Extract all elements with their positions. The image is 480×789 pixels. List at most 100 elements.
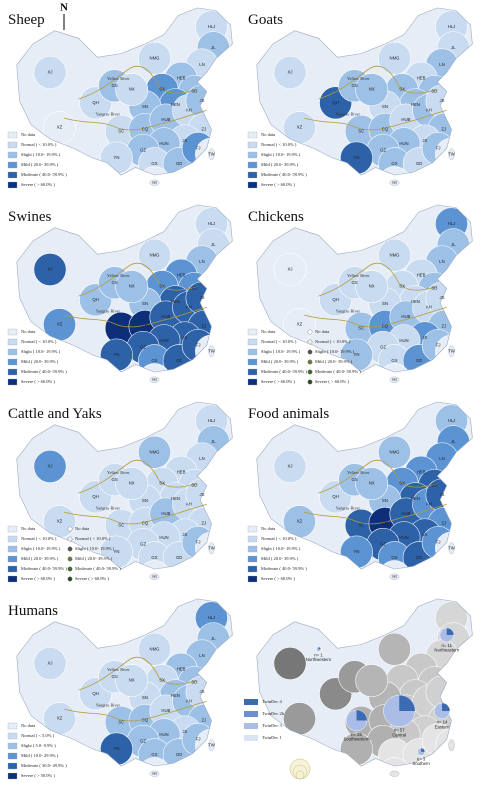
province xyxy=(378,435,411,469)
province xyxy=(355,270,389,304)
legend: No data Normal ( < 10.0% ) Slight ( 10.0- … xyxy=(7,328,67,386)
legend-swatch xyxy=(7,565,18,573)
country-border xyxy=(256,598,473,767)
legend-dot xyxy=(67,566,73,572)
province-label: JS xyxy=(440,492,445,497)
legend-dot xyxy=(307,329,313,335)
legend-label: No data xyxy=(21,132,35,137)
province-label: HUB xyxy=(161,117,170,122)
province xyxy=(33,450,67,483)
province-label: YN xyxy=(114,746,120,751)
province xyxy=(33,56,67,89)
river-label: Yellow River xyxy=(107,470,130,475)
hainan xyxy=(389,770,400,777)
panel-title: Goats xyxy=(248,12,283,28)
province-label: SD xyxy=(191,286,197,291)
legend-label: Normal ( < 10.0% ) xyxy=(315,339,351,344)
legend-label: Mild ( 20.0- 39.9% ) xyxy=(261,556,299,561)
legend: No data Normal ( < 10.0% ) Slight ( 10.0- … xyxy=(247,525,307,583)
province-label: GZ xyxy=(140,345,146,350)
legend-swatch xyxy=(247,171,258,179)
legend-label: Severe ( > 60.0% ) xyxy=(21,576,55,581)
province-label: HLJ xyxy=(448,24,456,29)
legend-swatch xyxy=(7,338,18,346)
province xyxy=(138,632,171,666)
hainan xyxy=(149,770,160,777)
genotype-region: Southwestern xyxy=(343,737,370,742)
province-label: ZJ xyxy=(202,718,207,723)
legend-swatch xyxy=(247,358,258,366)
legend-dot xyxy=(307,349,313,355)
legend-label: No data xyxy=(261,132,275,137)
provinces xyxy=(273,10,470,176)
province-label: HEN xyxy=(411,299,420,304)
province-label: JX xyxy=(422,138,427,143)
genotype-n: n= 25 xyxy=(351,732,362,737)
province-label: NMG xyxy=(150,55,160,60)
legend-label: Moderate ( 40.0- 59.9% ) xyxy=(75,566,121,571)
map-panel: Yellow River Yangtze River XJ XZ QH GS NMG HLJ J… xyxy=(247,204,473,386)
province-label: JX xyxy=(422,335,427,340)
river-label: Yellow River xyxy=(107,273,130,278)
province xyxy=(33,647,67,680)
legend-dot xyxy=(67,526,73,532)
province-label: HUN xyxy=(399,141,408,146)
map: Yellow River Yangtze River XJ XZ QH GS NMG HLJ J… xyxy=(16,598,233,777)
hainan xyxy=(149,376,160,383)
taiwan xyxy=(208,345,215,358)
province-label: GS xyxy=(352,83,358,88)
genotype-pie-slice xyxy=(442,703,450,711)
genotype-n: n= 14 xyxy=(437,720,448,725)
province-label: LN xyxy=(439,62,444,67)
province xyxy=(33,253,67,286)
yangtze-river xyxy=(304,307,447,328)
legend-label: No data xyxy=(75,526,89,531)
province-label: NX xyxy=(129,284,135,289)
province-label: GZ xyxy=(140,148,146,153)
province xyxy=(378,238,411,272)
province-label: HEN xyxy=(171,102,180,107)
legend-swatch xyxy=(7,752,18,760)
taiwan xyxy=(208,739,215,752)
legend-swatch xyxy=(247,348,258,356)
map: Yellow River Yangtze River XJ XZ QH GS NMG HLJ J… xyxy=(16,7,233,186)
panel-title: Sheep xyxy=(8,12,45,28)
yangtze-river xyxy=(304,504,447,525)
province-label: NMG xyxy=(390,252,400,257)
legend-swatch xyxy=(7,525,18,533)
genotype-region: Eastern xyxy=(435,724,450,729)
province-label: FJ xyxy=(196,343,201,348)
legend-swatch xyxy=(244,699,258,705)
country-border xyxy=(256,204,473,373)
province-label: AH xyxy=(426,108,432,113)
legend-label: No data xyxy=(261,329,275,334)
legend-swatch xyxy=(244,723,258,729)
province-label: JS xyxy=(200,492,205,497)
yangtze-river xyxy=(64,307,207,328)
hainan xyxy=(149,179,160,186)
map: Yellow River Yangtze River XJ XZ QH GS NMG HLJ J… xyxy=(256,401,473,580)
province-label: YN xyxy=(114,549,120,554)
province-label: SN xyxy=(142,104,148,109)
province-label: FJ xyxy=(436,540,441,545)
map: Yellow River Yangtze River XJ XZ QH GS NMG HLJ J… xyxy=(256,7,473,186)
river-label: Yellow River xyxy=(347,273,370,278)
legend-label: Slight ( 10.0- 19.9% ) xyxy=(261,546,301,551)
province-label: GZ xyxy=(140,739,146,744)
province-label: GX xyxy=(391,161,397,166)
legend-label: Moderate ( 40.0- 59.9% ) xyxy=(261,566,307,571)
legend-swatch xyxy=(247,535,258,543)
province-label: XJ xyxy=(288,267,293,272)
province-label: AH xyxy=(186,305,192,310)
taiwan xyxy=(448,739,455,752)
province xyxy=(273,56,307,89)
legend-label: Severe ( > 60.0% ) xyxy=(261,379,295,384)
province-label: GD xyxy=(176,358,182,363)
genotype-region: Central xyxy=(392,732,406,737)
province-label: JS xyxy=(440,98,445,103)
legend-label: TwinDec 4 xyxy=(262,699,283,704)
river-label: Yangtze River xyxy=(96,308,121,313)
legend-label: Slight ( 10.0- 19.9% ) xyxy=(21,152,61,157)
map-panel: Yellow River Yangtze River XJ XZ QH GS NMG HLJ J… xyxy=(7,204,233,386)
province-label: FJ xyxy=(436,343,441,348)
